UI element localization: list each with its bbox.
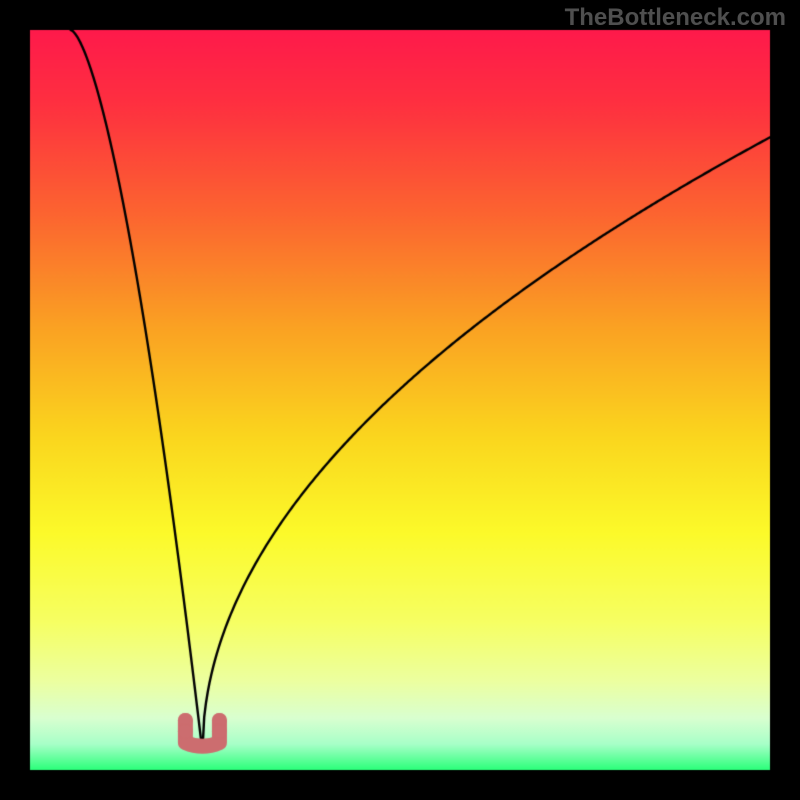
bottleneck-curve-chart bbox=[0, 0, 800, 800]
chart-stage: TheBottleneck.com bbox=[0, 0, 800, 800]
